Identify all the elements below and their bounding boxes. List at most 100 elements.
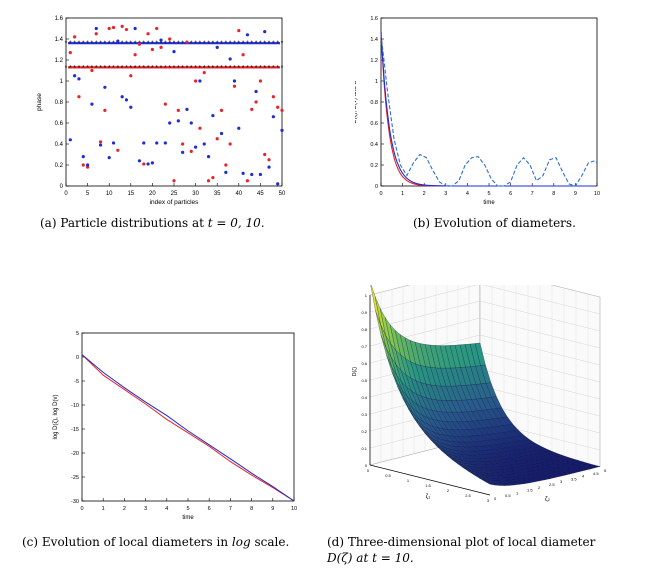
cluster-marker: * [129, 65, 132, 72]
cluster-marker: * [229, 41, 232, 48]
x-tick-label: 2 [423, 191, 426, 197]
cluster-marker: * [186, 41, 189, 48]
cluster-marker: * [268, 41, 271, 48]
scatter-point [206, 179, 211, 183]
z-tick-label: 0.9 [361, 310, 367, 315]
y-tick-label: 0.5 [505, 493, 511, 498]
scatter-point [189, 149, 193, 153]
scatter-point [133, 53, 137, 57]
cluster-marker: * [281, 41, 284, 48]
cluster-marker: * [194, 65, 197, 72]
scatter-point [168, 121, 172, 125]
z-tick-label: 0.1 [361, 446, 367, 451]
y-tick-label: 0.8 [370, 100, 378, 106]
scatter-point [168, 37, 172, 41]
y-tick-label: 1.6 [55, 16, 64, 22]
x-tick-label: 1 [102, 506, 105, 512]
scatter-point [206, 155, 211, 159]
cluster-marker: * [242, 41, 245, 48]
scatter-point [159, 38, 163, 42]
cluster-marker: * [255, 41, 258, 48]
y-tick-label: -25 [71, 475, 79, 481]
series-line [81, 354, 295, 502]
scatter-point [81, 155, 85, 159]
surface-patch [370, 285, 381, 325]
cluster-marker: * [116, 65, 119, 72]
scatter-point [120, 95, 124, 99]
cluster-marker: * [268, 65, 271, 72]
cluster-marker: * [86, 65, 89, 72]
cluster-marker: * [164, 41, 167, 48]
y-tick-label: 0 [76, 355, 79, 361]
cluster-marker: * [276, 65, 279, 72]
scatter-point [116, 148, 120, 152]
cluster-marker: * [216, 41, 219, 48]
cluster-marker: * [108, 41, 111, 48]
cluster-marker: * [203, 65, 206, 72]
scatter-point [219, 108, 224, 112]
scatter-point [250, 107, 254, 111]
cluster-marker: * [116, 41, 119, 48]
z-tick-label: 0.5 [361, 378, 367, 383]
y-tick-label: -30 [71, 499, 79, 505]
y-tick-label: 5 [604, 468, 607, 473]
x-tick-label: 0.5 [385, 473, 391, 478]
scatter-point [245, 33, 250, 37]
x-tick-label: 8 [552, 191, 555, 197]
y-axis-label: log D(ζ), log D(v) [53, 395, 59, 440]
y-tick-label: 0.4 [370, 142, 378, 148]
cluster-marker: * [147, 41, 150, 48]
cluster-marker: * [112, 65, 115, 72]
scatter-point [116, 39, 120, 43]
x-tick-label: 15 [127, 191, 134, 197]
scatter-point [245, 179, 250, 183]
x-tick-label: 1 [401, 191, 404, 197]
y-axis-label: phase [36, 93, 43, 111]
y-tick-label: 1 [60, 79, 64, 85]
scatter-point [176, 108, 180, 112]
x-tick-label: 1 [407, 478, 410, 483]
cluster-marker: * [112, 41, 115, 48]
x-tick-label: 3 [487, 498, 490, 503]
scatter-point [98, 143, 103, 147]
cluster-marker: * [134, 41, 137, 48]
x-axis-label: time [483, 200, 495, 206]
x-tick-label: 2 [123, 506, 126, 512]
scatter-point [271, 115, 275, 119]
y-tick-label: 1 [516, 490, 519, 495]
x-tick-label: 0 [80, 506, 83, 512]
cluster-marker: * [237, 65, 240, 72]
scatter-point [176, 119, 180, 123]
scatter-point [124, 27, 129, 32]
cluster-marker: * [86, 41, 89, 48]
scatter-point [263, 30, 267, 34]
scatter-point [77, 77, 81, 81]
chart-a: 0 5 10 15 20 25 30 35 40 45 50 0 0.2 0.4 0.6 0.8 1 1.2 1.4… [36, 16, 286, 206]
z-tick-label: 0.6 [361, 361, 367, 366]
cluster-marker: * [207, 65, 210, 72]
y-tick-label: -5 [74, 379, 79, 385]
cluster-marker: * [65, 41, 68, 48]
scatter-point [280, 108, 284, 112]
cluster-marker: * [272, 65, 275, 72]
caption-d-line1: (d) Three-dimensional plot of local diam… [327, 535, 596, 549]
scatter-point [237, 126, 241, 130]
scatter-point [276, 105, 280, 109]
z-axis-label: D(ζ) [352, 367, 358, 376]
cluster-marker: * [173, 65, 176, 72]
cluster-marker: * [160, 65, 163, 72]
x-tick-label: 9 [271, 506, 274, 512]
scatter-point [194, 79, 198, 83]
y-tick-label: 3 [560, 479, 563, 484]
scatter-point [73, 35, 77, 39]
y-tick-label: -20 [71, 451, 79, 457]
zeta1-axis [369, 464, 491, 496]
x-tick-label: 10 [594, 191, 600, 197]
chart-b: 0 1 2 3 4 5 6 7 8 9 10 0 0.2 0.4 0.6 0.8 1 1.2 1.4 1.6 time D… [355, 16, 600, 206]
cluster-marker: * [125, 41, 128, 48]
series-line [380, 33, 598, 187]
x-axis-label: ζ₁ [426, 494, 431, 500]
scatter-point [198, 79, 202, 83]
x-tick-label: 8 [250, 506, 253, 512]
plot-frame [380, 17, 598, 187]
